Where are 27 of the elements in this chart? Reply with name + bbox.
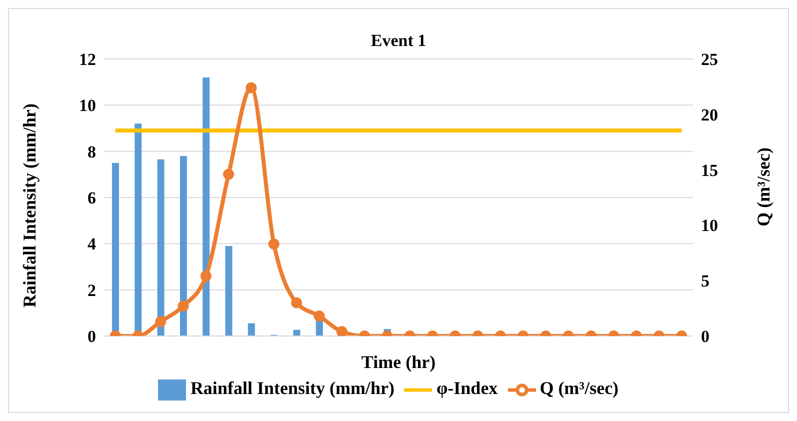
bar <box>157 159 164 336</box>
y2-axis-title: Q (m³/sec) <box>753 148 774 226</box>
point <box>223 168 234 180</box>
y-tick-label: 4 <box>88 234 96 254</box>
legend-label: Rainfall Intensity (mm/hr) <box>190 378 394 398</box>
y2-tick-label: 15 <box>701 160 718 180</box>
y2-tick-label: 20 <box>701 105 718 124</box>
legend-label: Q (m³/sec) <box>540 378 619 398</box>
point <box>268 238 280 250</box>
x-axis-title: Time (hr) <box>361 352 436 372</box>
y-tick-label: 6 <box>88 188 96 208</box>
y2-tick-label: 10 <box>701 216 718 236</box>
y-tick-label: 10 <box>79 96 96 116</box>
y-tick-label: 12 <box>79 50 96 70</box>
bar <box>202 77 210 336</box>
legend-label: φ-Index <box>436 378 498 398</box>
y-tick-label: 2 <box>88 280 96 300</box>
bar <box>248 323 255 336</box>
y2-tick-label: 25 <box>701 50 718 70</box>
y2-tick-label: 0 <box>701 327 710 346</box>
chart-title: Event 1 <box>370 31 428 51</box>
y-tick-label: 0 <box>88 327 96 346</box>
y-tick-label: 8 <box>88 142 96 162</box>
y2-tick-label: 5 <box>701 272 710 291</box>
bar <box>180 156 187 336</box>
bar <box>225 246 232 336</box>
y-axis-title: Rainfall Intensity (mm/hr) <box>19 104 40 308</box>
